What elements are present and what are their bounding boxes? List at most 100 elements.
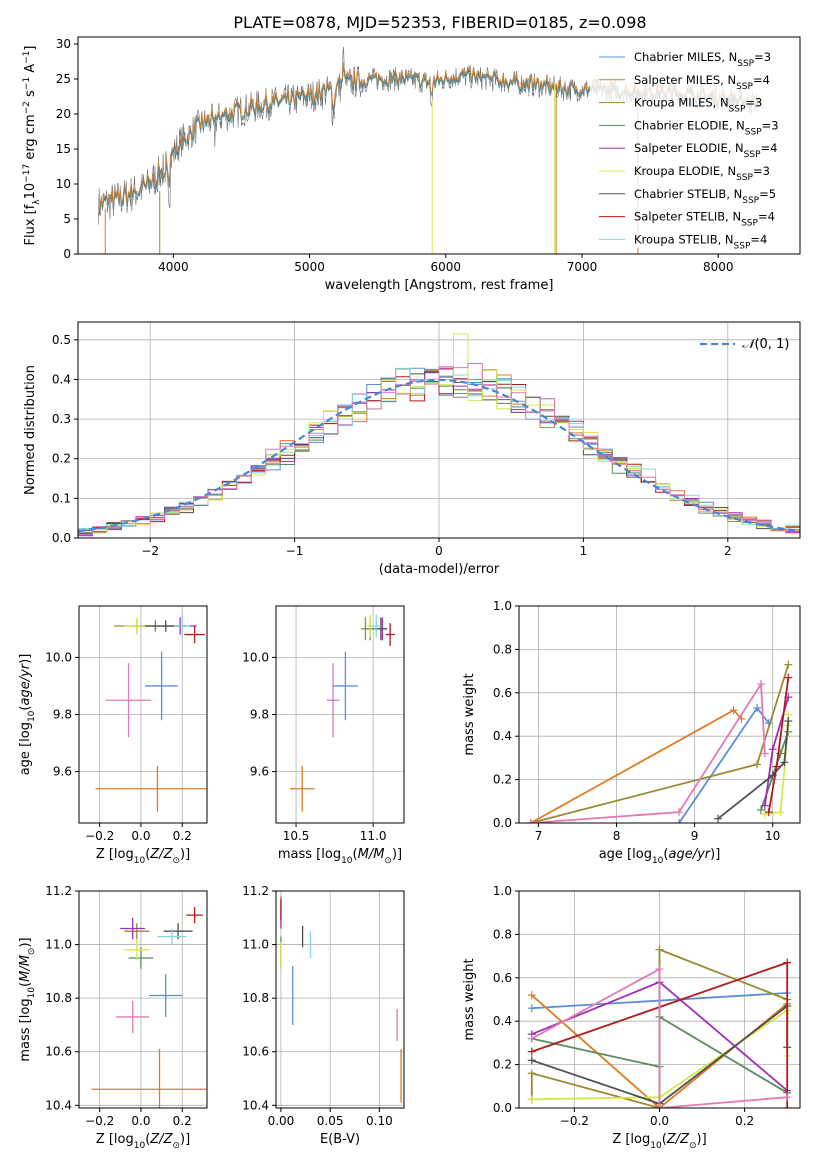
- legend-box: [590, 43, 795, 248]
- y-tick-label: 0.3: [52, 412, 71, 426]
- x-tick-label: 2: [724, 544, 732, 558]
- y-tick-label: 5: [63, 212, 71, 226]
- x-tick-label: 8: [613, 829, 621, 843]
- y-tick-label: 10: [56, 177, 71, 191]
- legend-entry: Salpeter ELODIE, NSSP=4: [634, 141, 777, 160]
- x-tick-label: 9: [691, 829, 699, 843]
- y-tick-label: 10.8: [242, 991, 269, 1005]
- panel-age_vs_mass: 10.5 11.0 9.6 9.8 10.0 mass [log10(M/M⊙)]: [242, 605, 405, 866]
- x-axis-label: wavelength [Angstrom, rest frame]: [325, 278, 554, 293]
- y-tick-label: 0.2: [493, 1058, 512, 1072]
- y-tick-label: 0.2: [493, 773, 512, 787]
- y-tick-label: 0: [63, 247, 71, 261]
- y-axis-label: mass [log10(M/M⊙)]: [18, 937, 37, 1061]
- figure-title: PLATE=0878, MJD=52353, FIBERID=0185, z=0…: [233, 13, 646, 32]
- y-tick-label: 1.0: [493, 884, 512, 898]
- y-tick-label: 11.2: [242, 884, 269, 898]
- panel-weight_vs_age: 7 8 9 10 0.0 0.2 0.4 0.6 0.8 1.0 age [log10(age/yr…: [462, 599, 801, 866]
- x-tick-label: 0.00: [268, 1114, 295, 1128]
- legend-entry: Salpeter MILES, NSSP=4: [634, 73, 770, 92]
- axes-frame: [77, 36, 801, 255]
- y-tick-label: 10.4: [45, 1098, 72, 1112]
- y-tick-label: 10.6: [45, 1045, 72, 1059]
- y-tick-label: 0.1: [52, 491, 71, 505]
- weight-line: [530, 664, 790, 823]
- x-tick-label: −0.2: [85, 1114, 114, 1128]
- x-tick-label: 10: [765, 829, 780, 843]
- y-tick-label: 0.0: [52, 531, 71, 545]
- legend-entry: Chabrier MILES, NSSP=3: [634, 50, 771, 69]
- normal-curve: [78, 378, 800, 533]
- legend-entry: Salpeter STELIB, NSSP=4: [634, 210, 775, 229]
- x-tick-label: 5000: [294, 260, 325, 274]
- y-tick-label: 20: [56, 107, 71, 121]
- y-tick-label: 0.4: [493, 1014, 512, 1028]
- plot-area: [289, 614, 395, 812]
- x-tick-label: 7000: [567, 260, 598, 274]
- axes-frame: [518, 605, 801, 824]
- weight-line: [717, 720, 790, 820]
- axes-frame: [275, 890, 405, 1109]
- x-tick-label: 7: [535, 829, 543, 843]
- y-tick-label: 0.8: [493, 642, 512, 656]
- plot-area: [95, 614, 207, 812]
- plot-area: [78, 333, 800, 537]
- y-tick-label: 15: [56, 142, 71, 156]
- panel-age_vs_z: −0.2 0.0 0.2 9.6 9.8 10.0 Z [log10(Z/Z⊙)] age […: [18, 605, 208, 866]
- x-tick-label: 0.2: [735, 1114, 754, 1128]
- y-tick-label: 0.6: [493, 686, 512, 700]
- y-tick-label: 10.4: [242, 1098, 269, 1112]
- y-tick-label: 0.0: [493, 1101, 512, 1115]
- y-tick-label: 25: [56, 72, 71, 86]
- y-tick-label: 30: [56, 37, 71, 51]
- y-tick-label: 0.0: [493, 816, 512, 830]
- residual-histogram: [78, 363, 800, 535]
- panel-spectrum: 4000 5000 6000 7000 8000 0 5 10 15 20 25 30 waveleng…: [22, 36, 801, 293]
- x-tick-label: 8000: [703, 260, 734, 274]
- x-tick-label: 11.0: [360, 829, 387, 843]
- axes-frame: [78, 890, 208, 1109]
- x-tick-label: 0.0: [131, 1114, 150, 1128]
- x-tick-label: 6000: [431, 260, 462, 274]
- x-axis-label: (data-model)/error: [379, 562, 500, 577]
- y-tick-label: 0.6: [493, 971, 512, 985]
- y-tick-label: 9.8: [250, 708, 269, 722]
- x-axis-label: E(B-V): [320, 1132, 360, 1147]
- y-axis-label: Normed distribution: [23, 365, 38, 495]
- panel-mass_vs_z: −0.2 0.0 0.2 10.4 10.6 10.8 11.0 11.2 Z [log10(Z…: [18, 884, 208, 1151]
- x-tick-label: 0.2: [173, 1114, 192, 1128]
- x-axis-label: Z [log10(Z/Z⊙)]: [96, 1132, 190, 1151]
- x-axis-label: Z [log10(Z/Z⊙)]: [96, 847, 190, 866]
- y-tick-label: 1.0: [493, 599, 512, 613]
- x-tick-label: −0.2: [560, 1114, 589, 1128]
- x-axis-label: mass [log10(M/M⊙)]: [278, 847, 402, 866]
- weight-line: [531, 967, 788, 1108]
- legend-entry: Kroupa STELIB, NSSP=4: [634, 232, 767, 251]
- y-tick-label: 9.6: [250, 765, 269, 779]
- legend-entry: 𝒩(0, 1): [742, 337, 789, 352]
- y-tick-label: 10.0: [242, 650, 269, 664]
- x-tick-label: 0.0: [650, 1114, 669, 1128]
- y-tick-label: 0.2: [52, 452, 71, 466]
- y-tick-label: 0.5: [52, 333, 71, 347]
- legend-entry: Chabrier STELIB, NSSP=5: [634, 187, 776, 206]
- x-tick-label: 4000: [158, 260, 189, 274]
- x-tick-label: 0.2: [173, 829, 192, 843]
- x-tick-label: −2: [141, 544, 159, 558]
- y-tick-label: 10.0: [45, 650, 72, 664]
- x-axis-label: Z [log10(Z/Z⊙)]: [612, 1132, 706, 1151]
- panel-mass_vs_ebv: 0.00 0.05 0.10 10.4 10.6 10.8 11.0 11.2 E(B-V): [242, 884, 405, 1147]
- y-axis-label: age [log10(age/yr)]: [18, 654, 37, 776]
- x-tick-label: 0.0: [131, 829, 150, 843]
- spectrum-legend: Chabrier MILES, NSSP=3 Salpeter MILES, NS…: [590, 43, 795, 251]
- weight-line: [530, 948, 788, 1108]
- x-tick-label: 0.10: [366, 1114, 393, 1128]
- y-tick-label: 10.8: [45, 991, 72, 1005]
- panel-residuals: −2 −1 0 1 2 0.0 0.1 0.2 0.3 0.4 0.5 (data-model)/er…: [23, 321, 801, 577]
- x-tick-label: 1: [580, 544, 588, 558]
- y-axis-label: mass weight: [462, 958, 477, 1040]
- x-tick-label: 0: [435, 544, 443, 558]
- x-tick-label: −0.2: [85, 829, 114, 843]
- y-tick-label: 0.8: [493, 927, 512, 941]
